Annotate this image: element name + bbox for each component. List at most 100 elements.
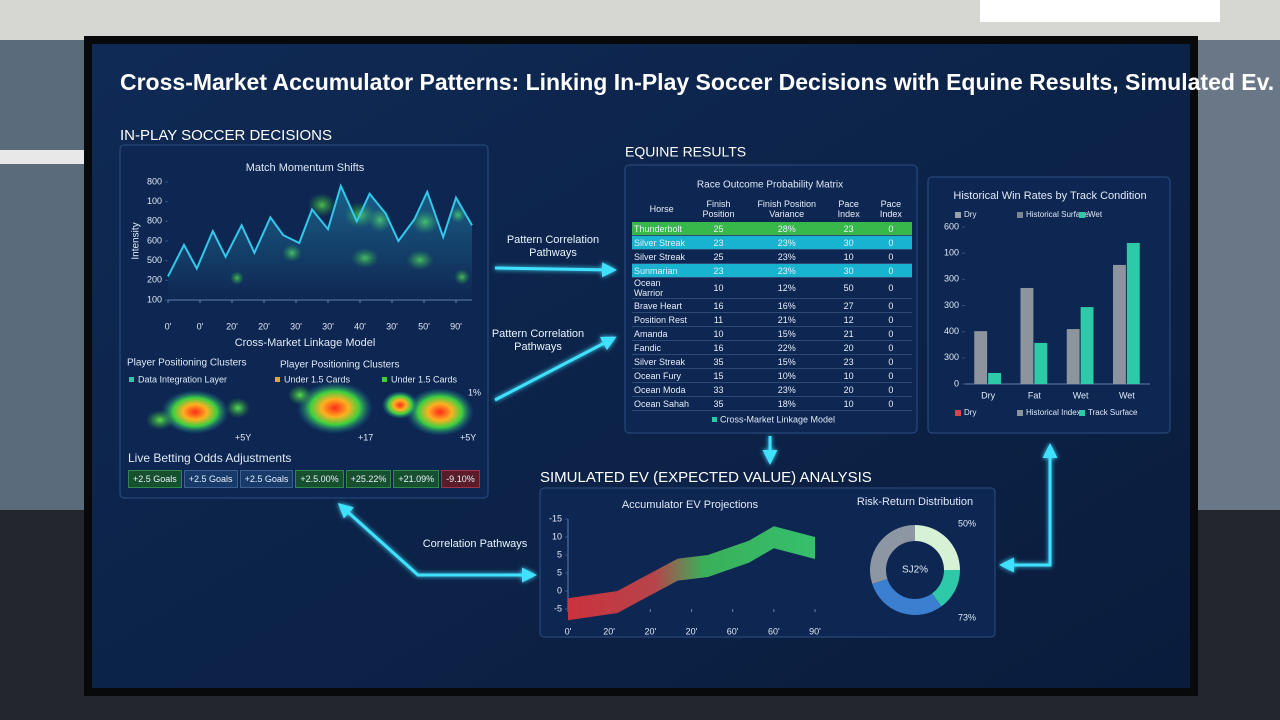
- y-tick-label: 800: [147, 216, 162, 226]
- table-cell: 18%: [745, 396, 828, 411]
- table-row: Silver Streak 23 23% 30 0: [632, 235, 912, 250]
- legend-swatch: [1017, 212, 1023, 218]
- pathway-label: Pattern Correlation Pathways: [506, 234, 600, 259]
- table-row: Position Rest 11 21% 12 0: [632, 312, 912, 327]
- table-cell: 20: [827, 382, 870, 397]
- table-row: Ocean Warrior 10 12% 50 0: [632, 277, 912, 299]
- table-cell: Ocean Fury: [632, 368, 692, 383]
- chart-title: Historical Win Rates by Track Condition: [953, 190, 1146, 202]
- annotation: 73%: [958, 612, 976, 622]
- y-tick-label: -5: [554, 603, 562, 613]
- x-tick-label: Wet: [1073, 390, 1089, 400]
- x-tick-label: 60': [727, 626, 739, 636]
- y-tick-label: 300: [944, 274, 959, 284]
- odds-chip: +2.5 Goals: [183, 470, 238, 488]
- y-axis-label: Intensity: [131, 222, 142, 259]
- chart-title: Risk-Return Distribution: [857, 496, 973, 508]
- legend-swatch: [275, 377, 280, 382]
- line: [167, 183, 473, 277]
- section-heading: EQUINE RESULTS: [625, 144, 746, 160]
- odds-chip: -9.10%: [441, 470, 480, 488]
- odds-row: +2.5 Goals +2.5 Goals +2.5 Goals +2.5.00% +2…: [128, 470, 488, 488]
- table-cell: 0: [869, 368, 912, 383]
- section-heading: IN-PLAY SOCCER DECISIONS: [120, 127, 332, 144]
- table-cell: Silver Streak: [632, 235, 692, 250]
- y-tick-label: 10: [552, 531, 562, 541]
- table-cell: Ocean Warrior: [632, 277, 692, 299]
- section-heading: SIMULATED EV (EXPECTED VALUE) ANALYSIS: [540, 469, 872, 486]
- bar: [1066, 329, 1080, 384]
- donut-segment: [872, 578, 942, 615]
- y-tick-label: 5: [557, 549, 562, 559]
- table-cell: Ocean Moda: [632, 382, 692, 397]
- y-tick-label: 0: [954, 378, 959, 388]
- table-cell: Silver Streak: [632, 249, 692, 264]
- y-tick-label: 0: [557, 585, 562, 595]
- y-tick-label: 100: [147, 294, 162, 304]
- x-tick-label: 20': [686, 626, 698, 636]
- bar: [1080, 307, 1094, 384]
- table-row: Brave Heart 16 16% 27 0: [632, 298, 912, 313]
- table-cell: 27: [827, 298, 870, 313]
- bar: [1034, 342, 1048, 384]
- table-row: Ocean Moda 33 23% 20 0: [632, 382, 912, 397]
- odds-chip: +25.22%: [345, 470, 392, 488]
- x-tick-label: 50': [418, 321, 430, 331]
- cluster-heatmaps: [146, 382, 474, 436]
- y-tick-label: 300: [944, 300, 959, 310]
- bar: [1020, 287, 1034, 384]
- chart-title: Match Momentum Shifts: [246, 162, 365, 174]
- chart-title: Accumulator EV Projections: [622, 499, 759, 511]
- legend-label: Under 1.5 Cards: [391, 374, 458, 384]
- column-header: Pace Index: [879, 199, 902, 219]
- annotation: 50%: [958, 518, 976, 528]
- table-cell: 12%: [745, 277, 828, 299]
- y-tick-label: 800: [147, 176, 162, 186]
- table-cell: 0: [869, 312, 912, 327]
- table-row: Ocean Fury 15 10% 10 0: [632, 368, 912, 383]
- table-cell: Brave Heart: [632, 298, 692, 313]
- table-title: Race Outcome Probability Matrix: [697, 180, 843, 191]
- y-tick-label: 300: [944, 352, 959, 362]
- legend-label: Data Integration Layer: [138, 374, 227, 384]
- table-cell: 10: [691, 326, 746, 341]
- donut-segment: [915, 525, 960, 570]
- table-cell: Silver Streak: [632, 354, 692, 369]
- table-cell: 15%: [745, 354, 828, 369]
- table-cell: 23: [827, 222, 870, 236]
- odds-chip: +2.5 Goals: [239, 470, 294, 488]
- table-cell: 16%: [745, 298, 828, 313]
- cluster-note: +5Y: [460, 432, 476, 442]
- legend-swatch: [712, 417, 717, 422]
- cluster-note: 1%: [468, 387, 481, 397]
- table-cell: 20: [827, 340, 870, 355]
- table-cell: 11: [691, 312, 746, 327]
- legend-label: Dry: [964, 408, 976, 417]
- table-cell: 22%: [745, 340, 828, 355]
- column-header: Finish Position: [702, 199, 735, 219]
- x-tick-label: 90': [809, 626, 821, 636]
- table-row: Amanda 10 15% 21 0: [632, 326, 912, 341]
- x-tick-label: 0': [197, 321, 204, 331]
- table-cell: 0: [869, 222, 912, 236]
- legend-swatch: [129, 377, 134, 382]
- y-tick-label: 100: [147, 196, 162, 206]
- table-cell: 10: [827, 368, 870, 383]
- cluster-title: Player Positioning Clusters: [280, 360, 400, 371]
- table-cell: 0: [869, 354, 912, 369]
- x-tick-label: Dry: [981, 390, 995, 400]
- y-tick-label: 600: [944, 221, 959, 231]
- legend-swatch: [1079, 212, 1085, 218]
- x-tick-label: 0': [165, 321, 172, 331]
- bar: [974, 331, 988, 384]
- center-label: SJ2%: [902, 565, 928, 576]
- odds-chip: +2.5 Goals: [128, 470, 182, 488]
- table-cell: 23: [691, 263, 746, 278]
- y-tick-label: 600: [147, 235, 162, 245]
- odds-chip: +2.5.00%: [295, 470, 344, 488]
- table-cell: 10%: [745, 368, 828, 383]
- cluster-title: Player Positioning Clusters: [127, 358, 247, 369]
- table-cell: 35: [691, 396, 746, 411]
- table-row: Silver Streak 35 15% 23 0: [632, 354, 912, 369]
- x-tick-label: 20': [644, 626, 656, 636]
